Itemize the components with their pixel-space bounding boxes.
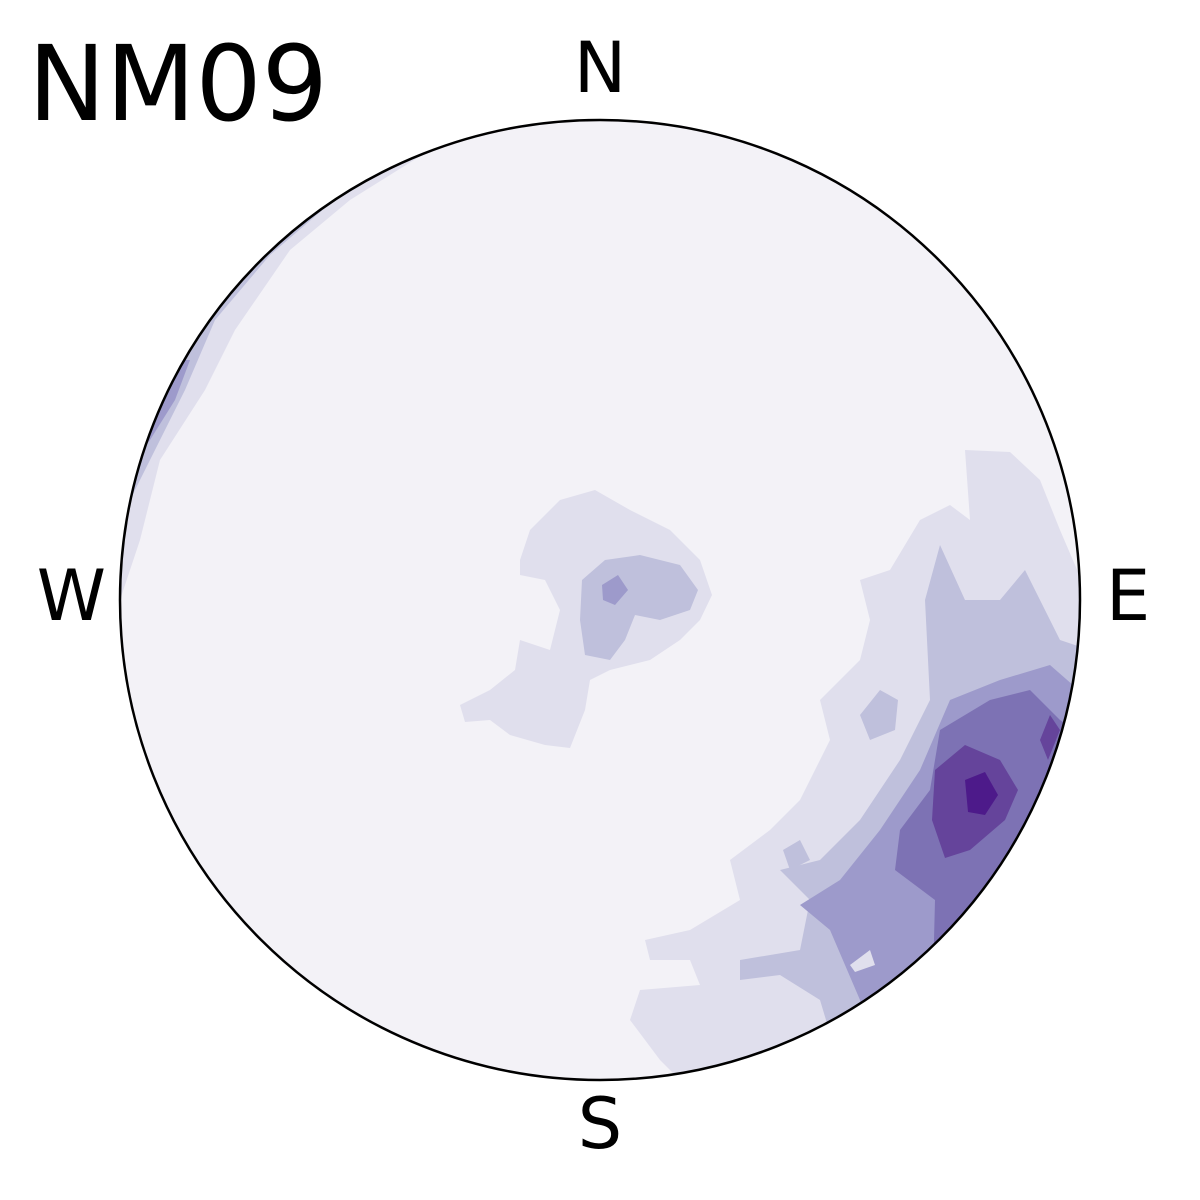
direction-label: W [37,555,106,637]
net-outline [118,118,1082,1082]
contour [1040,715,1060,760]
direction-label: S [578,1083,622,1165]
direction-label: E [1106,555,1150,637]
chart-title: NM09 [28,23,328,145]
contour [783,840,810,870]
contour [860,690,898,740]
contour [602,575,628,605]
contour [965,772,998,815]
contour [850,950,875,972]
direction-label: N [574,27,626,109]
